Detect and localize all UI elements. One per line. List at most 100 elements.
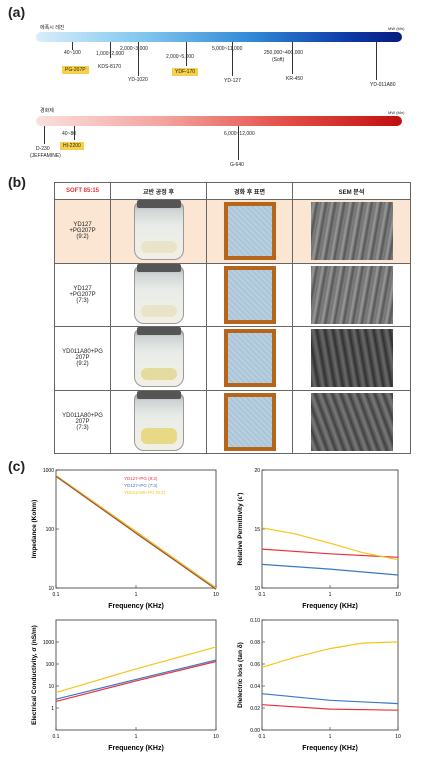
- mixing-photo: [110, 199, 207, 264]
- y-tick-label: 100: [46, 662, 55, 668]
- plot-frame: [261, 619, 399, 731]
- epoxy-label: 250,000~400,000: [264, 50, 304, 56]
- sem-image: [292, 389, 411, 454]
- x-tick-label: 0.1: [259, 734, 266, 740]
- mixing-photo: [110, 326, 207, 391]
- series-line: [261, 641, 399, 668]
- plot-frame: [55, 619, 217, 731]
- panel-label-b: (b): [8, 174, 26, 190]
- epoxy-tick: [292, 42, 293, 74]
- series-line: [261, 704, 399, 711]
- hardener-label: HI-2200: [60, 142, 84, 150]
- series-line: [261, 527, 399, 561]
- series-line: [261, 563, 399, 576]
- epoxy-label: (Soft): [272, 57, 285, 63]
- epoxy-label: YD-011A80: [370, 82, 396, 88]
- y-axis-label: Relative Permittivity (ε'): [237, 493, 244, 566]
- y-tick-label: 15: [254, 527, 260, 533]
- epoxy-tick: [110, 42, 111, 58]
- x-tick-label: 1: [329, 734, 332, 740]
- x-axis-label: Frequency (KHz): [108, 745, 164, 752]
- table-row: YD011A80+PG 207P (9:2): [54, 326, 411, 391]
- sem-image: [292, 326, 411, 391]
- epoxy-tick: [72, 42, 73, 50]
- epoxy-tick: [186, 42, 187, 66]
- legend-entry: YD127+PG (7:3): [124, 483, 158, 488]
- sample-label: YD127 +PG207P (7:3): [54, 262, 111, 327]
- series-line: [55, 659, 217, 700]
- y-tick-label: 0.10: [250, 618, 260, 624]
- y-tick-label: 100: [46, 527, 55, 533]
- y-tick-label: 20: [254, 468, 260, 474]
- sem-image: [292, 262, 411, 327]
- panel-label-c: (c): [8, 458, 26, 474]
- sem-image: [292, 199, 411, 264]
- hardener-tick: [44, 126, 45, 144]
- hardener-label: G-640: [230, 162, 244, 168]
- epoxy-title: 에폭시 레진: [40, 25, 65, 31]
- hardener-label: 40~80: [62, 131, 77, 137]
- series-line: [261, 548, 399, 558]
- table-row: YD127 +PG207P (7:3): [54, 262, 411, 327]
- legend-entry: YD011A80+PG (9:2): [124, 490, 166, 495]
- epoxy-label: 2,000~5,000: [166, 54, 194, 60]
- epoxy-gradient-bar: [36, 32, 402, 42]
- series-line: [55, 475, 217, 589]
- cured-surface-photo: [206, 262, 293, 327]
- mixing-photo: [110, 262, 207, 327]
- hardener-title: 경화제: [40, 108, 54, 114]
- x-tick-label: 0.1: [53, 592, 60, 598]
- cured-surface-photo: [206, 199, 293, 264]
- hardener-end-label: MW (Mn): [388, 110, 405, 115]
- y-tick-label: 10: [254, 586, 260, 592]
- epoxy-label: YD-1020: [128, 77, 148, 83]
- table-row: YD011A80+PG 207P (7:3): [54, 389, 411, 454]
- mixing-photo: [110, 389, 207, 454]
- y-axis-label: Dielectric loss (tan δ): [237, 642, 244, 708]
- epoxy-label: KDS-8170: [98, 64, 122, 70]
- y-tick-label: 0.02: [250, 706, 260, 712]
- cured-surface-photo: [206, 389, 293, 454]
- legend-entry: YD127+PG (9:2): [124, 476, 158, 481]
- x-tick-label: 10: [213, 734, 219, 740]
- epoxy-label: PG-207P: [62, 66, 89, 74]
- y-tick-label: 1000: [43, 640, 54, 646]
- table-header: SOFT 85:15: [54, 182, 111, 200]
- series-line: [261, 693, 399, 705]
- epoxy-tick: [232, 42, 233, 76]
- y-tick-label: 10: [48, 586, 54, 592]
- x-axis-label: Frequency (KHz): [108, 603, 164, 610]
- epoxy-label: KR-450: [286, 76, 303, 82]
- x-axis-label: Frequency (KHz): [302, 745, 358, 752]
- epoxy-label: 40~100: [64, 50, 81, 56]
- x-tick-label: 1: [135, 592, 138, 598]
- x-tick-label: 0.1: [53, 734, 60, 740]
- x-tick-label: 1: [329, 592, 332, 598]
- epoxy-label: 2,000~3,000: [120, 46, 148, 52]
- series-line: [55, 646, 217, 694]
- x-tick-label: 1: [135, 734, 138, 740]
- sample-label: YD127 +PG207P (9:2): [54, 199, 111, 264]
- table-header-row: SOFT 85:15 교반 공정 후 경화 후 표면 SEM 분석: [54, 182, 411, 200]
- charts-svg: 0.1 1 10 10 100 1000 Frequency (KHz) Impedance …: [31, 468, 401, 752]
- hardener-label: D-230: [36, 146, 50, 152]
- y-tick-label: 0.04: [250, 684, 260, 690]
- x-tick-label: 0.1: [259, 592, 266, 598]
- series-line: [55, 660, 217, 702]
- hardener-label: 6,000~12,000: [224, 131, 255, 137]
- y-tick-label: 1: [51, 706, 54, 712]
- epoxy-label: YDF-170: [172, 68, 199, 76]
- x-tick-label: 10: [395, 734, 401, 740]
- hardener-tick: [238, 126, 239, 160]
- epoxy-label: YD-127: [224, 78, 241, 84]
- sample-label: YD011A80+PG 207P (7:3): [54, 389, 111, 454]
- x-axis-label: Frequency (KHz): [302, 603, 358, 610]
- epoxy-end-label: MW (Mn): [388, 26, 405, 31]
- x-tick-label: 10: [213, 592, 219, 598]
- table-header: SEM 분석: [292, 182, 411, 200]
- epoxy-tick: [376, 42, 377, 80]
- y-tick-label: 1000: [43, 468, 54, 474]
- sample-table: SOFT 85:15 교반 공정 후 경화 후 표면 SEM 분석 YD127 +…: [54, 182, 411, 454]
- y-tick-label: 0.00: [250, 728, 260, 734]
- x-tick-label: 10: [395, 592, 401, 598]
